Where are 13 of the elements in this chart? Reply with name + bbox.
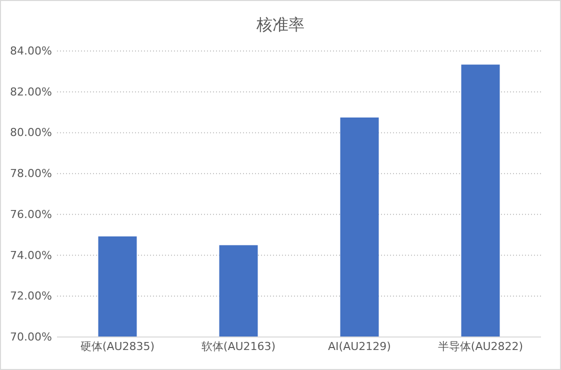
y-tick-label: 82.00% [10,85,52,98]
y-tick-label: 76.00% [10,208,52,221]
y-tick-label: 70.00% [10,330,52,344]
chart-title: 核准率 [256,15,304,34]
x-tick-label: 硬体(AU2835) [80,340,155,353]
y-tick-label: 80.00% [10,126,52,140]
y-tick-label: 84.00% [10,44,52,58]
y-tick-label: 74.00% [10,248,52,262]
x-tick-label: AI(AU2129) [328,340,391,353]
x-tick-label: 半导体(AU2822) [438,340,524,353]
y-tick-label: 78.00% [10,167,52,180]
x-tick-label: 软体(AU2163) [201,340,276,353]
y-tick-label: 72.00% [10,290,52,303]
